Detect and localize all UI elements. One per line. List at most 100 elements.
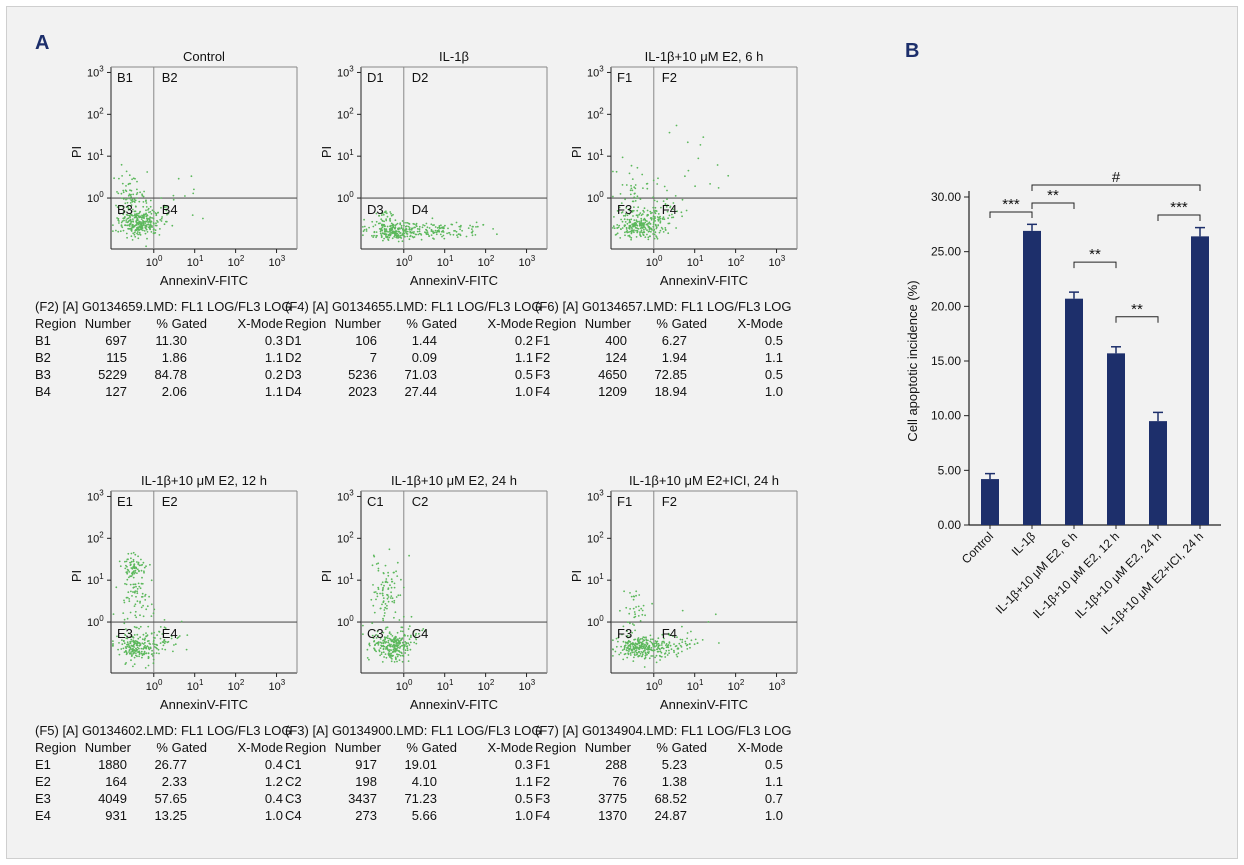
- scatter-dot: [640, 641, 643, 644]
- scatter-dot: [140, 582, 143, 585]
- tick-base: 10: [587, 193, 599, 205]
- scatter-dot: [631, 631, 633, 634]
- scatter-dot: [433, 231, 436, 234]
- scatter-dot: [126, 637, 129, 640]
- scatter-dot: [637, 228, 640, 230]
- scatter-dot: [439, 233, 442, 236]
- tick-exponent: 2: [99, 106, 104, 115]
- scatter-dot: [119, 230, 122, 233]
- scatter-dot: [406, 635, 409, 637]
- tick-exponent: 3: [599, 488, 604, 497]
- scatter-dot: [417, 632, 420, 635]
- scatter-dot: [128, 600, 131, 603]
- scatter-dot: [122, 229, 125, 232]
- scatter-dot: [131, 178, 133, 181]
- scatter-dot: [375, 634, 377, 636]
- scatter-dot: [141, 216, 143, 219]
- scatter-dot: [430, 230, 433, 233]
- scatter-dot: [132, 560, 135, 563]
- scatter-dot: [375, 642, 378, 645]
- scatter-dot: [412, 630, 415, 633]
- stats-cell: 2.06: [162, 384, 187, 399]
- quadrant-label: F4: [662, 626, 677, 641]
- stats-column-header: % Gated: [406, 316, 457, 331]
- scatter-dot: [375, 563, 378, 565]
- scatter-dot: [387, 587, 390, 590]
- scatter-dot: [681, 198, 684, 201]
- scatter-dot: [392, 640, 395, 643]
- x-tick-label: 101: [187, 254, 204, 269]
- scatter-dot: [129, 202, 132, 204]
- scatter-dot: [648, 646, 651, 649]
- bracket-line: [1073, 261, 1117, 269]
- scatter-dot: [644, 649, 646, 652]
- scatter-dot: [380, 218, 383, 221]
- x-tick-label: 100: [646, 254, 663, 269]
- tick-base: 10: [519, 257, 531, 269]
- scatter-dot: [399, 232, 401, 235]
- scatter-dot: [153, 652, 155, 654]
- tick-base: 10: [519, 681, 531, 693]
- scatter-dot: [368, 658, 370, 661]
- scatter-dot: [140, 647, 143, 650]
- scatter-dot: [653, 237, 656, 240]
- scatter-dot: [652, 645, 655, 647]
- scatter-dot: [383, 232, 386, 235]
- scatter-dot: [631, 189, 634, 192]
- scatter-dot: [436, 230, 439, 233]
- stats-column-header: Region: [35, 316, 76, 331]
- scatter-dot: [191, 214, 194, 217]
- scatter-dot: [129, 182, 132, 185]
- scatter-dot: [134, 614, 137, 617]
- scatter-dot: [641, 232, 644, 234]
- tick-base: 10: [478, 681, 490, 693]
- stats-cell: 917: [355, 757, 377, 772]
- scatter-dot: [386, 235, 389, 238]
- stats-cell: 1.1: [765, 350, 783, 365]
- scatter-dot: [127, 206, 129, 208]
- stats-column-header: X-Mode: [487, 316, 533, 331]
- scatter-dot: [408, 238, 411, 241]
- significance-bracket: ***: [1157, 199, 1201, 221]
- scatter-dot: [651, 602, 653, 605]
- scatter-dot: [653, 233, 656, 236]
- scatter-dot: [632, 215, 634, 217]
- scatter-dot: [653, 209, 655, 212]
- scatter-dot: [397, 639, 400, 642]
- scatter-dot: [392, 225, 394, 228]
- scatter-dot: [393, 234, 396, 237]
- scatter-dot: [621, 220, 624, 223]
- stats-cell: 2023: [348, 384, 377, 399]
- scatter-dot: [389, 233, 392, 236]
- scatter-dot: [408, 228, 411, 231]
- scatter-dot: [148, 642, 151, 645]
- scatter-dot: [126, 572, 129, 575]
- stats-cell: 1.1: [515, 774, 533, 789]
- scatter-dot: [686, 632, 689, 634]
- scatter-dot: [135, 652, 137, 654]
- scatter-dot: [687, 169, 690, 172]
- y-axis-label: PI: [569, 570, 584, 582]
- scatter-dot: [435, 233, 438, 236]
- tick-exponent: 0: [599, 190, 604, 199]
- scatter-dot: [620, 645, 622, 648]
- scatter-dot: [382, 619, 385, 622]
- scatter-dot: [657, 644, 660, 647]
- stats-cell: 3775: [598, 791, 627, 806]
- scatter-dot: [421, 226, 424, 229]
- scatter-dot: [632, 643, 635, 646]
- tick-base: 10: [337, 575, 349, 587]
- scatter-dot: [627, 636, 629, 639]
- scatter-dot: [136, 646, 139, 649]
- scatter-dot: [641, 609, 644, 612]
- scatter-dot: [410, 634, 412, 637]
- scatter-dot: [630, 164, 633, 167]
- scatter-dot: [161, 216, 164, 218]
- scatter-dot: [139, 625, 142, 628]
- stats-cell: 26.77: [154, 757, 187, 772]
- scatter-dot: [396, 237, 398, 239]
- scatter-dot: [629, 230, 632, 233]
- y-tick-label: 101: [87, 148, 104, 163]
- scatter-dot: [379, 607, 382, 610]
- scatter-dot: [123, 601, 126, 604]
